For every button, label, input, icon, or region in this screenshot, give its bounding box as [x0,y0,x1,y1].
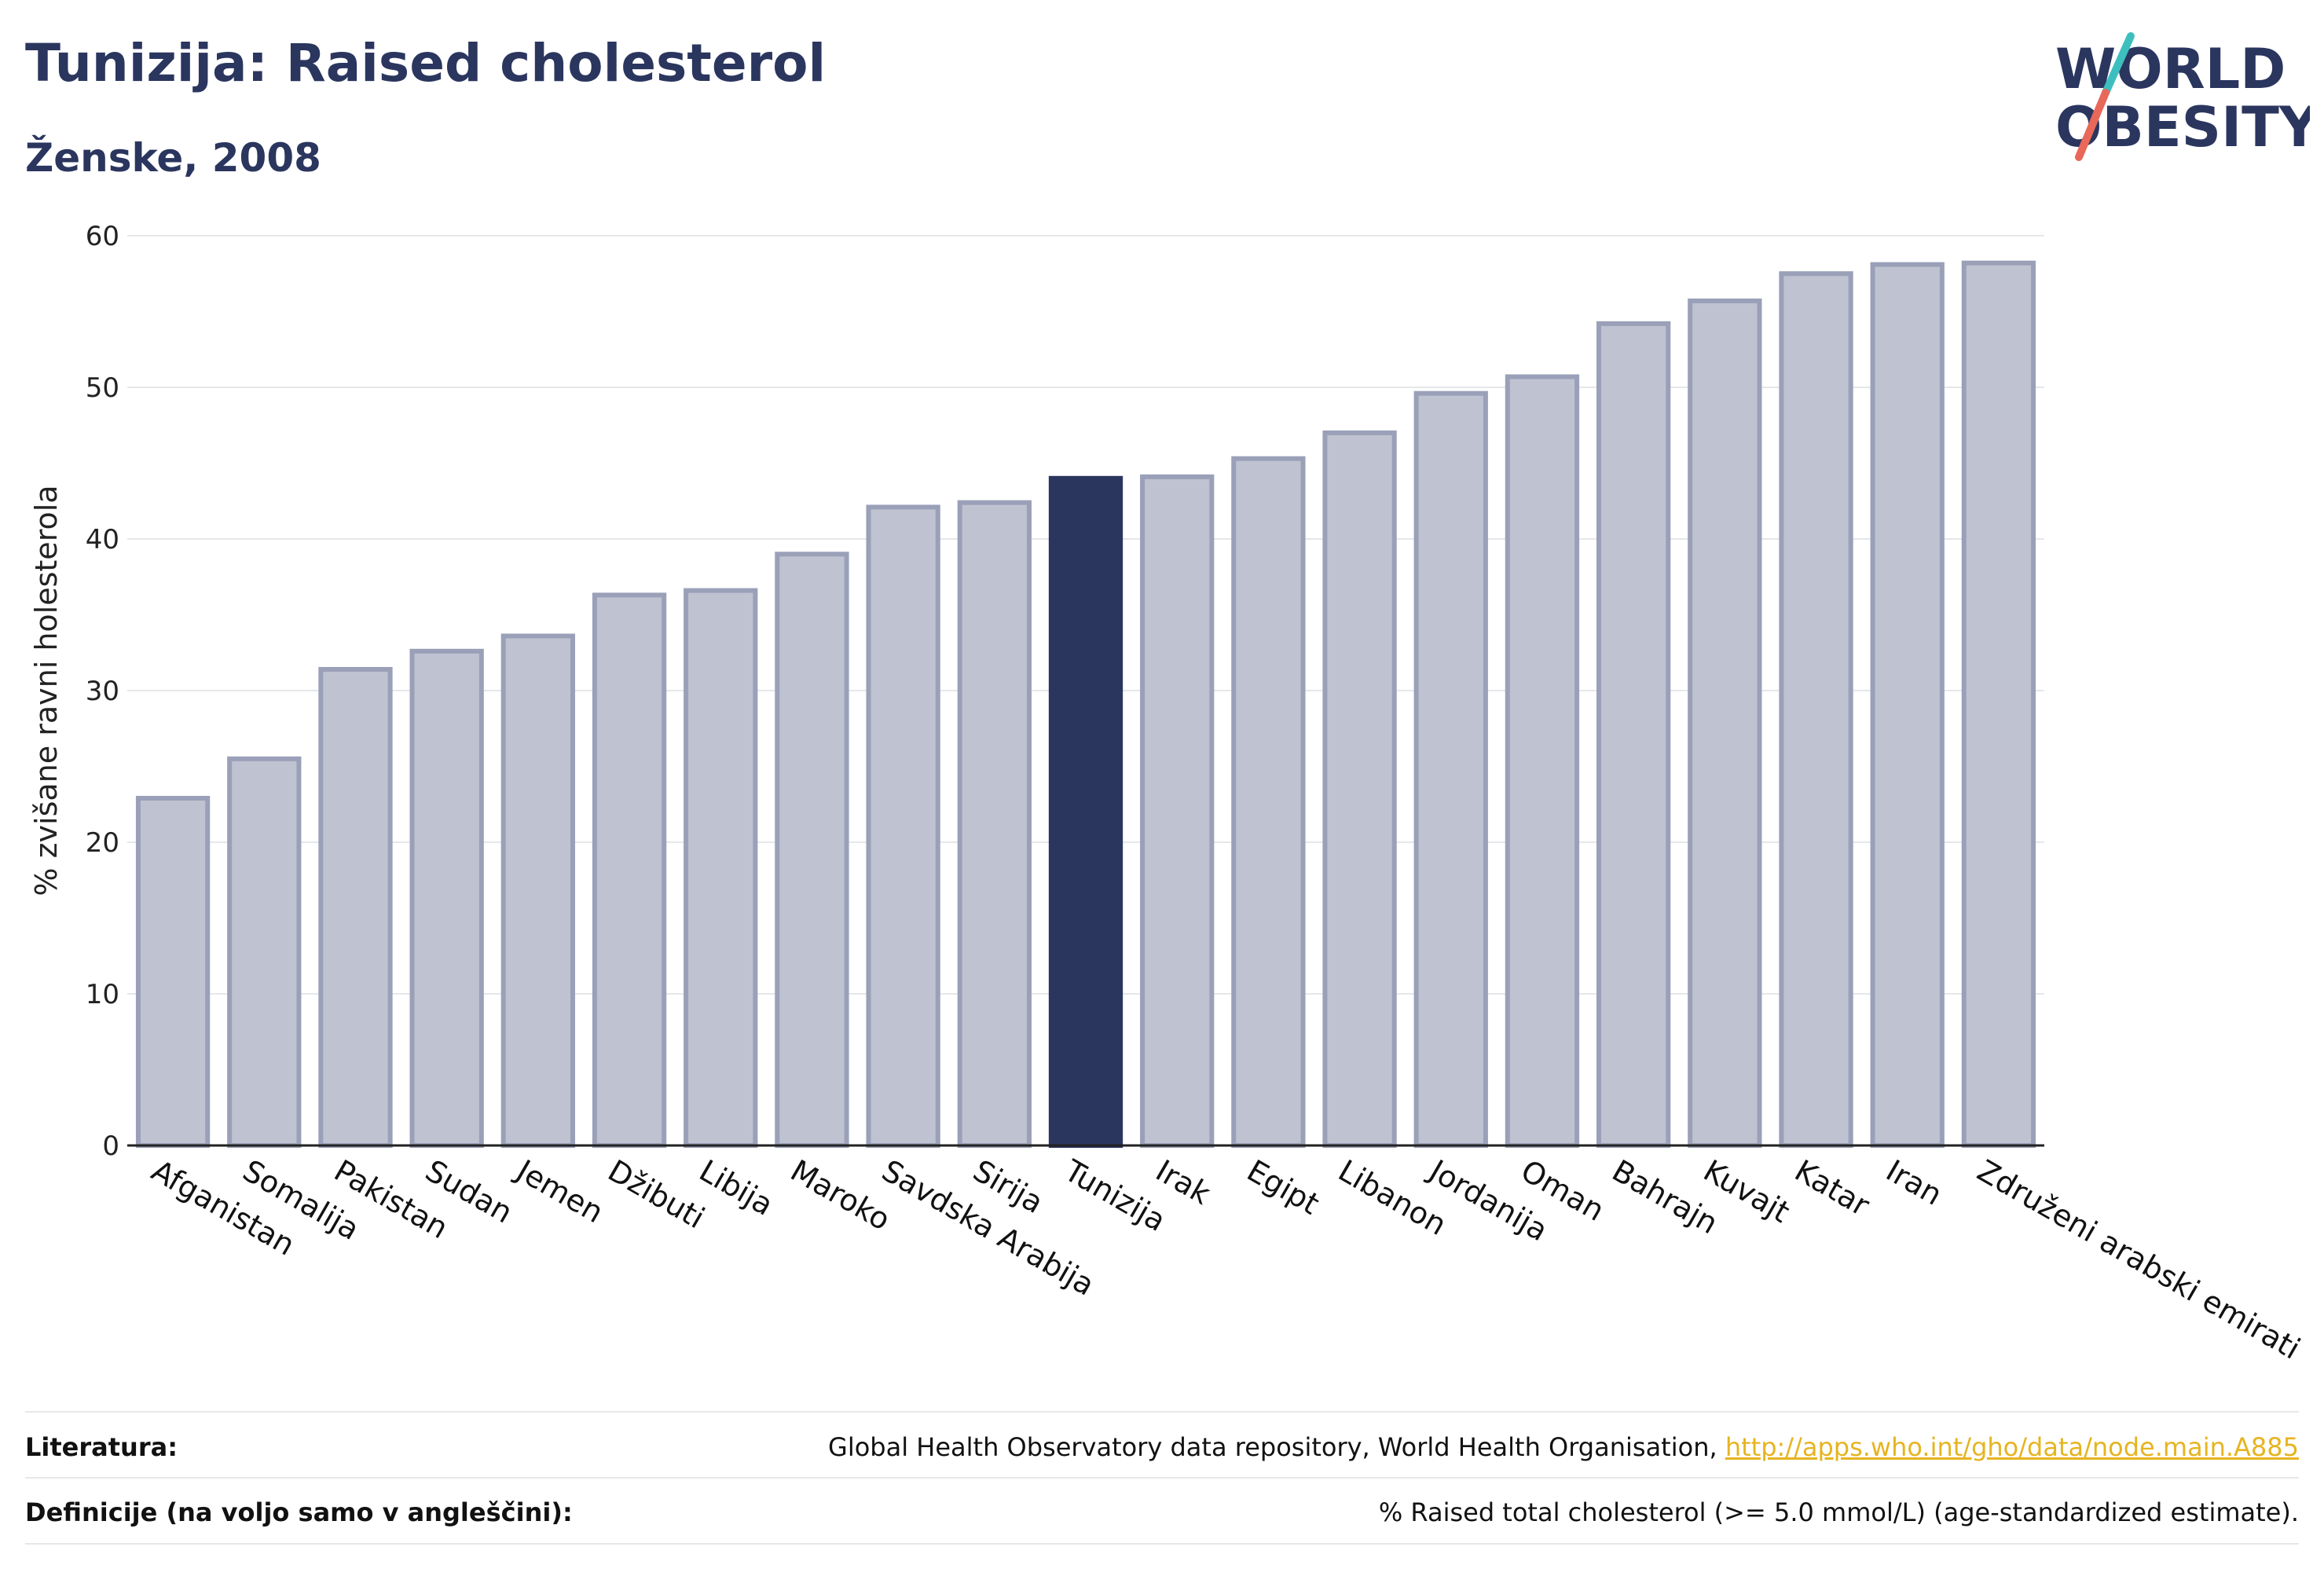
bar [1048,475,1124,1148]
bar [1140,474,1215,1148]
bar [957,500,1032,1148]
world-obesity-logo: WORLD OBESITY [2055,32,2310,161]
y-axis-label: % zvišane ravni holesterola [29,485,64,896]
chart-subtitle: Ženske, 2008 [25,135,321,181]
bar [592,592,667,1148]
bar [1961,260,2036,1148]
bar [1322,430,1397,1148]
bar [500,633,576,1148]
bar [1596,321,1671,1149]
x-tick-label: Jemen [510,1153,610,1230]
x-tick-label: Katar [1789,1153,1875,1223]
chart-title: Tunizija: Raised cholesterol [25,33,827,93]
bar [318,666,393,1148]
bar [1779,271,1853,1148]
y-tick-label: 0 [102,1131,119,1162]
bar [684,588,758,1148]
y-tick-label: 20 [86,827,119,859]
sources-link[interactable]: http://apps.who.int/gho/data/node.main.A… [1725,1432,2299,1462]
bar [135,796,211,1149]
y-tick-label: 40 [86,524,119,555]
logo-word-world: WORLD [2055,37,2286,101]
y-tick-label: 30 [86,676,119,707]
x-tick-label: Bahrajn [1607,1153,1724,1241]
bar [1413,390,1488,1149]
logo-slash-coral [2075,89,2110,161]
x-tick-label: Egipt [1241,1153,1325,1222]
bar [866,504,940,1148]
sources-label: Literatura: [25,1432,178,1462]
bar [1231,456,1306,1148]
y-tick-label: 10 [86,979,119,1010]
footer-divider [25,1543,2299,1545]
footer-sources-row: Literatura: Global Health Observatory da… [25,1414,2299,1480]
sources-text: Global Health Observatory data repositor… [828,1432,1725,1462]
bar [227,756,302,1148]
bar [1688,298,1762,1148]
footer-definitions-row: Definicije (na voljo samo v angleščini):… [25,1479,2299,1545]
bar-chart: 0 10 20 30 40 50 60 % zvišane ravni holesterola… [29,221,2306,1366]
sources-value: Global Health Observatory data repositor… [828,1432,2299,1462]
definitions-value: % Raised total cholesterol (>= 5.0 mmol/… [1378,1497,2299,1527]
y-tick-label: 50 [86,372,119,404]
logo-slash-teal [2102,32,2135,97]
x-tick-label: Združeni arabski emirati [1971,1153,2306,1366]
x-tick-label: Iran [1880,1153,1948,1212]
x-tick-label: Maroko [785,1153,896,1237]
y-tick-label: 60 [86,221,119,252]
footer-divider [25,1477,2299,1479]
x-tick-label: Džibuti [603,1153,711,1236]
x-tick-label: Tunizija [1058,1153,1172,1238]
bar [1870,262,1945,1148]
bar [1505,374,1580,1148]
bar [409,648,484,1148]
definitions-label: Definicije (na voljo samo v angleščini): [25,1497,573,1527]
footer-divider [25,1411,2299,1413]
bar [775,552,849,1148]
